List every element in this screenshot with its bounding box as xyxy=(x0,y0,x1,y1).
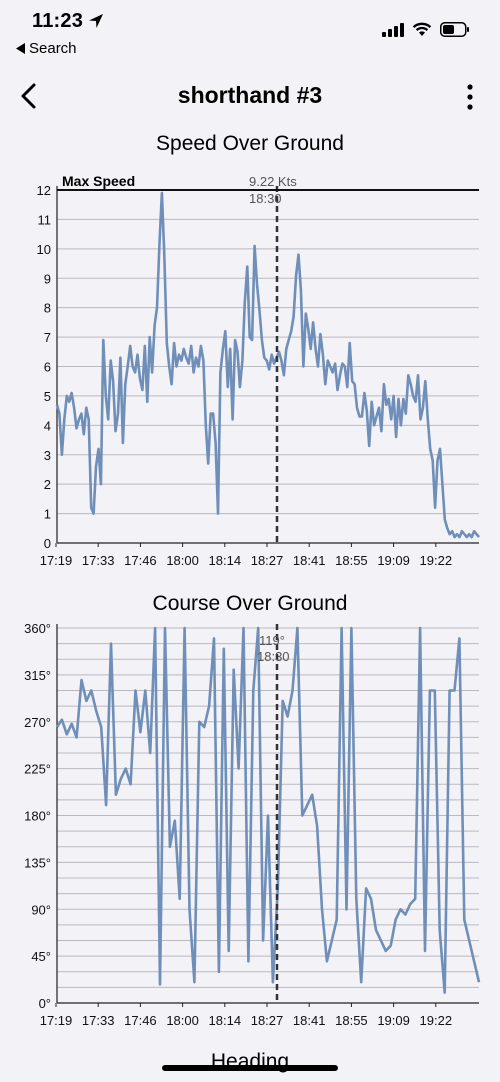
y-tick-label: 3 xyxy=(44,448,51,463)
x-tick-label: 17:19 xyxy=(40,1013,73,1028)
y-tick-label: 315° xyxy=(24,668,51,683)
y-tick-label: 225° xyxy=(24,762,51,777)
max-speed-label: Max Speed xyxy=(62,173,135,189)
y-tick-label: 11 xyxy=(38,212,52,227)
back-triangle-icon xyxy=(16,43,25,54)
y-tick-label: 6 xyxy=(44,360,51,375)
page-title: shorthand #3 xyxy=(177,82,323,108)
x-tick-label: 18:00 xyxy=(166,553,199,568)
x-tick-label: 18:27 xyxy=(251,553,284,568)
back-to-app-link[interactable]: Search xyxy=(16,40,77,57)
wifi-icon xyxy=(412,22,432,36)
x-tick-label: 17:33 xyxy=(82,553,115,568)
series-line xyxy=(55,626,481,994)
sog-chart-title: Speed Over Ground xyxy=(156,132,344,155)
back-to-app-label: Search xyxy=(29,40,77,57)
cog-chart[interactable]: 0° 45° 90° 135° 180° 225° 270° 315° 360° 17:19 17:… xyxy=(0,618,500,1038)
status-indicators xyxy=(382,22,470,37)
cursor-value-label: 119° xyxy=(259,633,285,648)
y-tick-label: 2 xyxy=(44,477,51,492)
y-tick-label: 45° xyxy=(31,949,51,964)
location-arrow-icon xyxy=(89,14,103,28)
y-tick-label: 0 xyxy=(44,536,51,551)
y-tick-label: 0° xyxy=(39,996,51,1011)
cursor-time-label: 18:30 xyxy=(257,649,290,664)
y-tick-label: 9 xyxy=(44,271,51,286)
x-tick-label: 18:55 xyxy=(335,1013,368,1028)
navigation-bar: shorthand #3 xyxy=(0,70,500,122)
y-tick-label: 10 xyxy=(37,242,51,257)
x-tick-label: 17:46 xyxy=(124,1013,157,1028)
battery-icon xyxy=(440,22,469,37)
back-chevron-icon[interactable] xyxy=(14,80,46,112)
x-tick-label: 18:41 xyxy=(293,1013,326,1028)
y-tick-label: 5 xyxy=(44,389,51,404)
y-tick-label: 360° xyxy=(24,621,51,636)
y-tick-label: 12 xyxy=(37,183,51,198)
x-tick-label: 19:09 xyxy=(377,553,410,568)
x-tick-label: 19:22 xyxy=(420,1013,453,1028)
y-tick-label: 135° xyxy=(24,855,51,870)
status-bar: 11:23 Search xyxy=(0,0,500,60)
more-options-icon[interactable] xyxy=(456,82,484,112)
x-tick-label: 18:00 xyxy=(166,1013,199,1028)
cog-chart-title: Course Over Ground xyxy=(152,592,348,615)
x-tick-label: 18:55 xyxy=(335,553,368,568)
y-tick-label: 8 xyxy=(44,301,51,316)
status-time: 11:23 xyxy=(32,10,84,32)
y-tick-label: 7 xyxy=(44,330,51,345)
x-tick-label: 17:19 xyxy=(40,553,73,568)
x-tick-label: 18:14 xyxy=(209,553,242,568)
cellular-signal-icon xyxy=(382,22,404,37)
y-tick-label: 4 xyxy=(44,418,51,433)
y-tick-label: 90° xyxy=(31,902,51,917)
x-tick-label: 18:41 xyxy=(293,553,326,568)
x-tick-label: 18:27 xyxy=(251,1013,284,1028)
x-tick-label: 18:14 xyxy=(209,1013,242,1028)
y-tick-label: 180° xyxy=(24,809,51,824)
y-tick-label: 1 xyxy=(44,507,51,522)
x-tick-label: 19:22 xyxy=(420,553,453,568)
cursor-value-label: 9.22 Kts xyxy=(249,174,297,189)
series-line xyxy=(55,191,481,539)
x-tick-label: 19:09 xyxy=(377,1013,410,1028)
x-tick-label: 17:46 xyxy=(124,553,157,568)
home-indicator xyxy=(162,1065,338,1071)
x-tick-label: 17:33 xyxy=(82,1013,115,1028)
y-tick-label: 270° xyxy=(24,715,51,730)
cursor-time-label: 18:30 xyxy=(249,191,282,206)
